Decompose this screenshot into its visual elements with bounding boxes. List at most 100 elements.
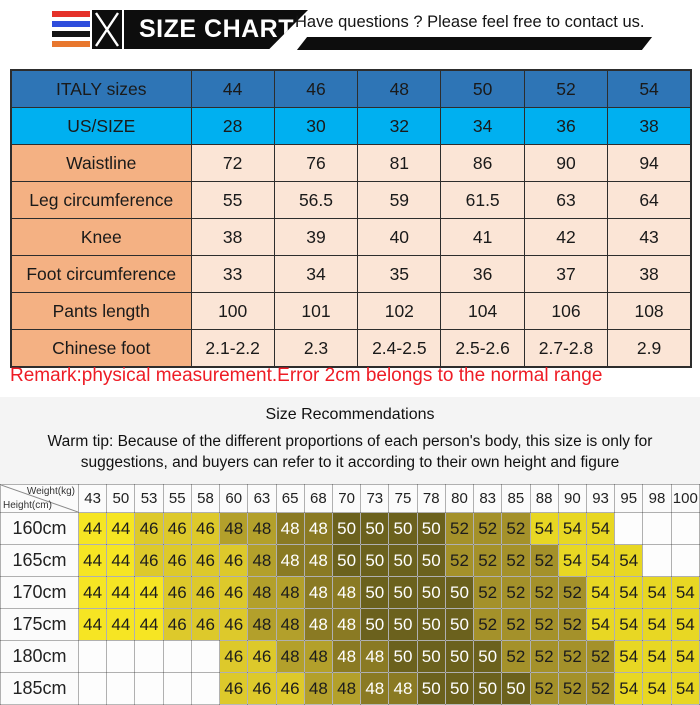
recommendation-cell xyxy=(642,512,672,545)
recommendation-cell: 52 xyxy=(473,608,503,641)
size-row-label: Leg circumference xyxy=(10,181,192,219)
recommendation-cell: 54 xyxy=(614,544,644,577)
recommendation-cell: 50 xyxy=(473,640,503,673)
weight-header-cell: 78 xyxy=(416,484,446,513)
size-cell: 2.9 xyxy=(607,329,692,368)
recommendation-cell: 44 xyxy=(134,608,164,641)
recommendation-cell xyxy=(190,640,221,673)
size-table-row: Foot circumference 33 34 35 36 37 38 xyxy=(10,255,692,293)
recommendation-cell: 46 xyxy=(190,576,221,609)
recommendation-cell: 54 xyxy=(642,608,672,641)
recommendation-cell: 52 xyxy=(529,640,559,673)
recommendation-cell: 46 xyxy=(219,640,249,673)
weight-header-cell: 53 xyxy=(134,484,164,513)
weight-header-cell: 83 xyxy=(473,484,503,513)
recommendation-cell: 54 xyxy=(557,544,587,577)
recommendation-cell: 48 xyxy=(303,576,333,609)
size-cell: 55 xyxy=(190,181,275,219)
recommendation-cell: 48 xyxy=(303,544,333,577)
recommendation-cell: 48 xyxy=(303,640,333,673)
weight-header-cell: 63 xyxy=(247,484,277,513)
recommendation-cell: 48 xyxy=(303,512,333,545)
size-cell: 41 xyxy=(440,218,525,256)
recommendation-cell: 46 xyxy=(162,608,192,641)
recommendation-cell: 50 xyxy=(388,544,418,577)
recommendation-cell: 54 xyxy=(614,576,644,609)
size-table-row: Chinese foot 2.1-2.2 2.3 2.4-2.5 2.5-2.6 2.7-… xyxy=(10,329,692,368)
size-cell: 94 xyxy=(607,144,692,182)
height-label-cell: 175cm xyxy=(0,608,79,641)
recommendation-cell: 46 xyxy=(219,608,249,641)
recommendation-cell: 48 xyxy=(275,608,305,641)
size-cell: 86 xyxy=(440,144,525,182)
size-cell: 101 xyxy=(273,292,359,330)
recommendation-cell xyxy=(614,512,644,545)
size-table-row: Knee 38 39 40 41 42 43 xyxy=(10,218,692,256)
recommendation-cell: 50 xyxy=(416,640,446,673)
weight-header-cell: 100 xyxy=(670,484,700,513)
recommendation-cell: 48 xyxy=(303,608,333,641)
matrix-row: 185cm 46 46 46 48 48 48 48 50 50 50 50 52 52 52 54 54 54 xyxy=(0,672,700,705)
size-cell: 63 xyxy=(523,181,609,219)
recommendation-cell: 52 xyxy=(529,544,559,577)
recommendation-cell: 52 xyxy=(501,640,531,673)
size-row-label: US/SIZE xyxy=(10,107,192,145)
recommendation-cell: 52 xyxy=(557,608,587,641)
recommendation-cell: 46 xyxy=(190,512,221,545)
weight-header-cell: 43 xyxy=(77,484,108,513)
recommendations-title: Size Recommendations xyxy=(265,406,435,423)
size-cell: 106 xyxy=(523,292,609,330)
size-table-row: US/SIZE 28 30 32 34 36 38 xyxy=(10,107,692,145)
recommendation-cell: 48 xyxy=(331,640,362,673)
recommendation-cell: 52 xyxy=(444,544,475,577)
recommendation-cell xyxy=(77,640,108,673)
recommendation-cell: 46 xyxy=(162,576,192,609)
size-cell: 108 xyxy=(607,292,692,330)
recommendation-cell: 48 xyxy=(247,608,277,641)
weight-header-cell: 65 xyxy=(275,484,305,513)
recommendation-cell: 46 xyxy=(219,544,249,577)
recommendation-cell: 54 xyxy=(670,576,700,609)
recommendation-cell: 50 xyxy=(360,512,390,545)
size-row-label: Waistline xyxy=(10,144,192,182)
size-cell: 34 xyxy=(440,107,525,145)
warm-tip-text: Warm tip: Because of the different propo… xyxy=(47,433,653,471)
matrix-row: 180cm 46 46 48 48 48 48 50 50 50 50 52 52 52 52 54 54 54 xyxy=(0,640,700,673)
recommendation-cell: 46 xyxy=(190,544,221,577)
recommendation-cell: 48 xyxy=(331,576,362,609)
recommendation-cell: 44 xyxy=(77,544,108,577)
recommendation-cell: 46 xyxy=(190,608,221,641)
recommendation-cell: 54 xyxy=(585,512,616,545)
weight-header-cell: 80 xyxy=(444,484,475,513)
size-table-row: Leg circumference 55 56.5 59 61.5 63 64 xyxy=(10,181,692,219)
size-cell: 90 xyxy=(523,144,609,182)
size-cell: 72 xyxy=(190,144,275,182)
size-table-row: ITALY sizes 44 46 48 50 52 54 xyxy=(10,69,692,108)
recommendation-cell: 48 xyxy=(247,544,277,577)
recommendation-cell: 44 xyxy=(106,512,136,545)
recommendation-cell: 48 xyxy=(275,512,305,545)
recommendation-cell: 54 xyxy=(585,608,616,641)
x-logo-icon xyxy=(92,10,122,49)
recommendation-cell: 54 xyxy=(557,512,587,545)
recommendation-cell: 50 xyxy=(416,608,446,641)
recommendation-cell: 52 xyxy=(501,512,531,545)
recommendation-cell: 48 xyxy=(331,608,362,641)
size-cell: 2.1-2.2 xyxy=(190,329,275,368)
size-cell: 59 xyxy=(357,181,442,219)
size-cell: 76 xyxy=(273,144,359,182)
recommendation-cell xyxy=(162,640,192,673)
recommendation-cell: 52 xyxy=(444,512,475,545)
size-table-row: Waistline 72 76 81 86 90 94 xyxy=(10,144,692,182)
recommendation-cell: 44 xyxy=(134,576,164,609)
size-cell: 56.5 xyxy=(273,181,359,219)
recommendation-cell: 50 xyxy=(416,512,446,545)
size-cell: 39 xyxy=(273,218,359,256)
recommendation-cell: 52 xyxy=(473,512,503,545)
recommendation-cell: 50 xyxy=(360,576,390,609)
weight-header-cell: 68 xyxy=(303,484,333,513)
recommendation-cell: 46 xyxy=(162,544,192,577)
recommendation-cell: 50 xyxy=(388,512,418,545)
size-cell: 35 xyxy=(357,255,442,293)
recommendation-cell xyxy=(670,544,700,577)
